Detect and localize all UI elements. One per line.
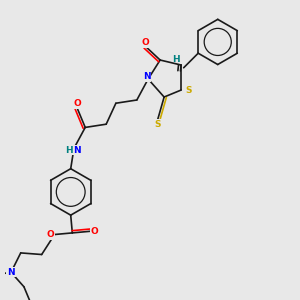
Text: O: O xyxy=(46,230,54,239)
Text: O: O xyxy=(142,38,149,47)
Text: S: S xyxy=(185,85,191,94)
Text: N: N xyxy=(7,268,15,277)
Text: N: N xyxy=(143,72,150,81)
Text: H: H xyxy=(172,55,179,64)
Text: H: H xyxy=(64,146,72,154)
Text: O: O xyxy=(91,227,98,236)
Text: N: N xyxy=(73,146,81,154)
Text: S: S xyxy=(154,120,161,129)
Text: O: O xyxy=(73,99,81,108)
